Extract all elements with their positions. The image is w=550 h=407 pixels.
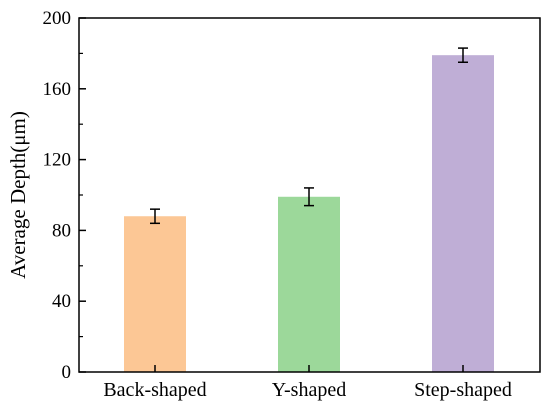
y-tick-label: 0 [62, 362, 72, 383]
y-axis-title: Average Depth(μm) [6, 111, 30, 279]
x-tick-label: Back-shaped [103, 379, 206, 401]
x-axis-labels: Back-shaped Y-shaped Step-shaped [103, 365, 512, 401]
y-tick-label: 160 [43, 79, 72, 100]
error-bar [304, 187, 314, 207]
x-tick-label: Step-shaped [414, 379, 512, 401]
error-bar [150, 208, 160, 225]
y-tick-label: 200 [43, 8, 72, 29]
bar-step-shaped [432, 55, 494, 373]
error-bar [458, 47, 468, 63]
y-tick-label: 40 [52, 291, 71, 312]
y-tick-label: 120 [43, 150, 72, 171]
bar-y-shaped [278, 196, 340, 372]
x-tick-label: Y-shaped [272, 379, 346, 401]
plot-frame [78, 17, 541, 373]
bar-back-shaped [124, 216, 186, 372]
bars [124, 55, 494, 373]
error-bars [150, 47, 468, 225]
y-tick-label: 80 [52, 220, 71, 241]
